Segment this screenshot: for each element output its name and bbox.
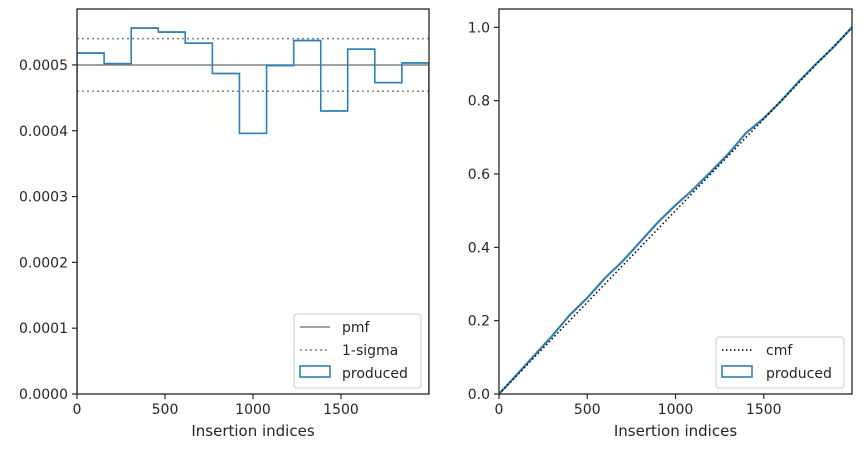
legend-box bbox=[293, 313, 422, 389]
produced-point bbox=[586, 297, 589, 299]
produced-point bbox=[815, 62, 818, 65]
y-tick-label: 0.8 bbox=[468, 94, 490, 110]
legend-produced-swatch bbox=[299, 365, 331, 378]
x-axis-label: Insertion indices bbox=[191, 422, 314, 440]
produced-point bbox=[674, 204, 677, 206]
x-tick-label: 1000 bbox=[235, 402, 271, 418]
x-tick-label: 1500 bbox=[746, 402, 782, 418]
legend-pmf-label: pmf bbox=[342, 320, 371, 336]
y-tick-label: 1.0 bbox=[468, 20, 490, 36]
produced-point bbox=[568, 314, 571, 316]
produced-point bbox=[657, 221, 659, 224]
produced-point bbox=[745, 132, 747, 134]
y-tick-label: 0.0002 bbox=[19, 255, 68, 271]
axes-frame bbox=[76, 8, 430, 395]
x-tick-label: 500 bbox=[152, 402, 179, 418]
y-tick-label: 0.0005 bbox=[19, 58, 68, 74]
produced-point bbox=[833, 45, 836, 48]
x-tick-label: 1500 bbox=[323, 402, 359, 418]
produced-point bbox=[621, 260, 624, 263]
x-tick-label: 500 bbox=[574, 402, 601, 418]
legend-produced-swatch bbox=[721, 365, 753, 378]
produced-point bbox=[604, 277, 606, 279]
produced-point bbox=[780, 99, 783, 102]
cmf-line bbox=[499, 26, 852, 394]
produced-point bbox=[762, 117, 765, 120]
x-tick-label: 0 bbox=[73, 402, 82, 418]
axes-frame bbox=[498, 8, 853, 395]
x-tick-label: 1000 bbox=[658, 402, 694, 418]
y-tick-label: 0.0 bbox=[468, 387, 490, 403]
produced-point bbox=[692, 188, 694, 191]
y-tick-label: 0.0004 bbox=[19, 124, 68, 140]
y-tick-label: 0.0000 bbox=[19, 387, 68, 403]
legend-box bbox=[715, 336, 845, 389]
y-tick-label: 0.0001 bbox=[19, 321, 68, 337]
legend-sigma-label: 1-sigma bbox=[342, 343, 398, 359]
x-tick-label: 0 bbox=[495, 402, 504, 418]
produced-point bbox=[551, 335, 553, 337]
y-tick-label: 0.0003 bbox=[19, 190, 68, 206]
legend-cmf-label: cmf bbox=[766, 343, 793, 359]
y-tick-label: 0.2 bbox=[468, 314, 490, 330]
produced-point bbox=[639, 241, 641, 243]
pmf-panel: 0 500 1000 1500 0.0000 0.0001 0.0002 0.0003 0.00… bbox=[19, 8, 430, 440]
legend-produced-label: produced bbox=[766, 366, 832, 382]
produced-point bbox=[710, 171, 712, 173]
cmf-panel: 0 500 1000 1500 0.0 0.2 0.4 0.6 0.8 1.0 Insertion … bbox=[468, 8, 853, 440]
y-tick-label: 0.4 bbox=[468, 240, 490, 256]
legend-produced-label: produced bbox=[342, 366, 408, 382]
x-axis-label: Insertion indices bbox=[614, 422, 737, 440]
y-tick-label: 0.6 bbox=[468, 167, 490, 183]
